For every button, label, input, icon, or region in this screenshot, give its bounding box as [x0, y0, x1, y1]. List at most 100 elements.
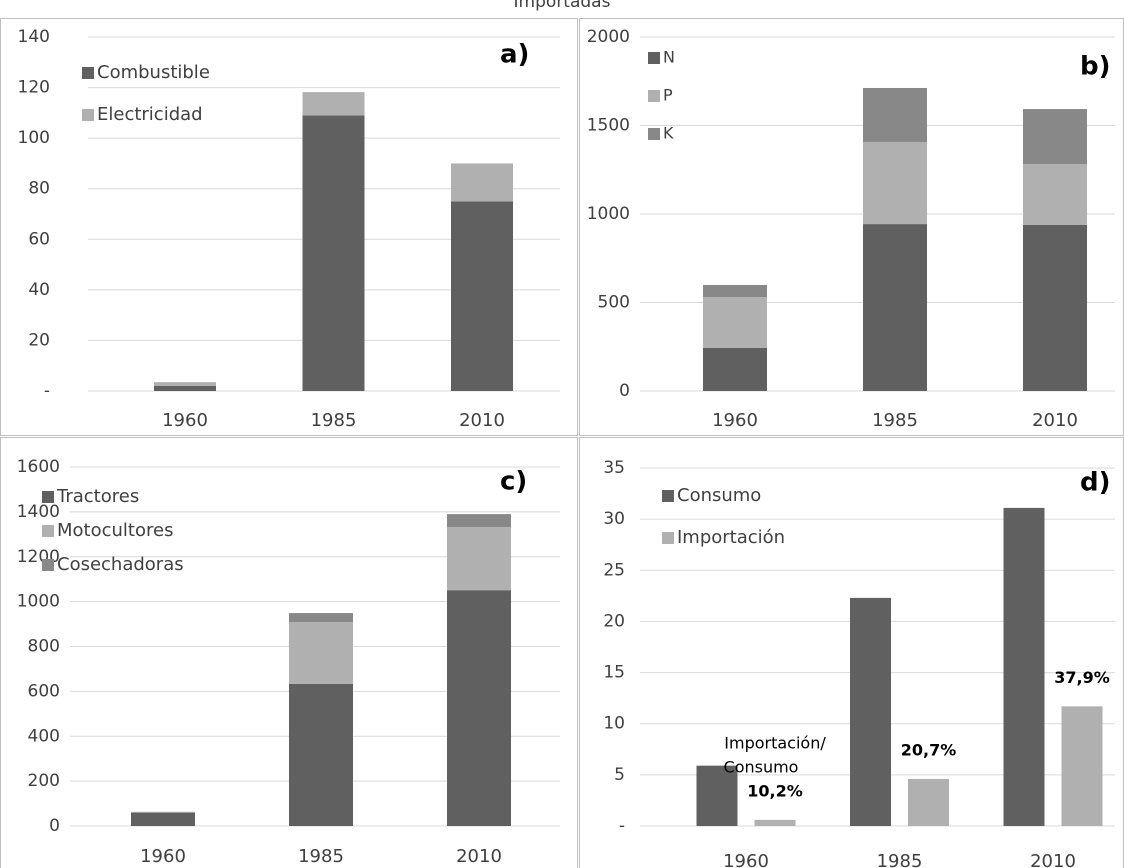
- y-tick-label: 15: [603, 663, 625, 683]
- ratio-title: Importación/: [724, 733, 826, 752]
- bar-segment: [289, 613, 353, 623]
- y-tick-label: 20: [28, 330, 50, 350]
- x-tick-label: 2010: [459, 410, 505, 431]
- legend-label: Combustible: [97, 62, 210, 83]
- bar: [696, 765, 738, 826]
- y-tick-label: 140: [18, 27, 50, 47]
- panel-label: b): [1080, 52, 1111, 82]
- x-tick-label: 2010: [456, 846, 502, 867]
- bar-segment: [447, 590, 511, 826]
- legend-label: K: [663, 124, 674, 143]
- bar-segment: [1023, 164, 1087, 225]
- panel-label: a): [500, 40, 529, 70]
- bar: [754, 819, 796, 826]
- ratio-label: 37,9%: [1054, 668, 1110, 687]
- legend-label: P: [663, 86, 673, 105]
- bar-segment: [863, 87, 927, 142]
- y-tick-label: 40: [28, 280, 50, 300]
- ratio-title: Consumo: [724, 757, 799, 776]
- y-tick-label: 120: [18, 78, 50, 98]
- bar-segment: [131, 811, 195, 813]
- legend-label: Consumo: [677, 485, 761, 506]
- bar: [850, 597, 891, 826]
- y-tick-label: 500: [598, 293, 630, 313]
- y-tick-label: 5: [614, 765, 625, 785]
- y-tick-label: 25: [603, 560, 625, 580]
- y-tick-label: 1000: [17, 592, 60, 612]
- legend-swatch: [82, 109, 94, 121]
- x-tick-label: 1985: [877, 851, 923, 868]
- y-tick-label: 0: [49, 816, 60, 836]
- panel-label: d): [1080, 468, 1111, 498]
- bar-segment: [863, 224, 927, 391]
- x-tick-label: 1985: [311, 410, 357, 431]
- bar-segment: [703, 297, 767, 348]
- y-tick-label: 35: [603, 458, 625, 478]
- y-tick-label: 200: [28, 771, 60, 791]
- legend-swatch: [662, 532, 674, 544]
- x-tick-label: 1985: [872, 410, 918, 431]
- bar-segment: [289, 622, 353, 684]
- bar-segment: [447, 527, 511, 591]
- bar-segment: [1023, 109, 1087, 165]
- y-tick-label: 1500: [587, 116, 630, 136]
- y-tick-label: 2000: [587, 27, 630, 47]
- bar: [908, 778, 949, 826]
- bar-segment: [447, 514, 511, 528]
- x-tick-label: 1960: [712, 410, 758, 431]
- legend-swatch: [648, 90, 660, 102]
- x-tick-label: 1960: [140, 846, 186, 867]
- y-tick-label: 60: [28, 229, 50, 249]
- x-tick-label: 1985: [298, 846, 344, 867]
- x-tick-label: 2010: [1030, 851, 1076, 868]
- bar-segment: [451, 163, 513, 202]
- legend-label: Tractores: [56, 486, 139, 507]
- legend-swatch: [42, 525, 54, 537]
- y-tick-label: 800: [28, 637, 60, 657]
- legend-label: Motocultores: [57, 520, 173, 541]
- bar-segment: [302, 92, 365, 116]
- ratio-label: 20,7%: [901, 740, 957, 759]
- y-tick-label: 20: [603, 611, 625, 631]
- x-tick-label: 1960: [723, 851, 769, 868]
- y-tick-label: 1400: [17, 502, 60, 522]
- legend-swatch: [42, 491, 54, 503]
- y-tick-label: 600: [28, 681, 60, 701]
- y-tick-label: 1600: [17, 457, 60, 477]
- bar-segment: [302, 115, 365, 391]
- panel-frame: [0, 437, 578, 868]
- panel-label: c): [500, 467, 527, 497]
- page-title: Importadas: [514, 0, 611, 12]
- y-tick-label: -: [619, 816, 625, 836]
- legend-swatch: [662, 490, 674, 502]
- y-tick-label: 400: [28, 726, 60, 746]
- legend-label: N: [663, 48, 675, 67]
- y-tick-label: 10: [603, 714, 625, 734]
- bar-segment: [131, 812, 195, 826]
- legend-label: Importación: [677, 527, 785, 548]
- panel-frame: [0, 18, 578, 436]
- y-tick-label: -: [44, 381, 50, 401]
- bar-segment: [863, 141, 927, 225]
- x-tick-label: 1960: [162, 410, 208, 431]
- bar-segment: [703, 347, 767, 391]
- bar-segment: [451, 201, 513, 391]
- legend-swatch: [82, 67, 94, 79]
- y-tick-label: 1000: [587, 204, 630, 224]
- legend-swatch: [648, 128, 660, 140]
- y-tick-label: 30: [603, 509, 625, 529]
- bar: [1003, 507, 1045, 826]
- bar-segment: [1023, 224, 1087, 391]
- ratio-label: 10,2%: [747, 781, 803, 800]
- legend-swatch: [648, 52, 660, 64]
- bar-segment: [154, 382, 216, 386]
- bar-segment: [703, 284, 767, 298]
- bar: [1061, 706, 1103, 826]
- legend-swatch: [42, 559, 54, 571]
- legend-label: Electricidad: [97, 104, 203, 125]
- legend-label: Cosechadoras: [57, 554, 184, 575]
- bar-segment: [289, 683, 353, 826]
- y-tick-label: 100: [18, 128, 50, 148]
